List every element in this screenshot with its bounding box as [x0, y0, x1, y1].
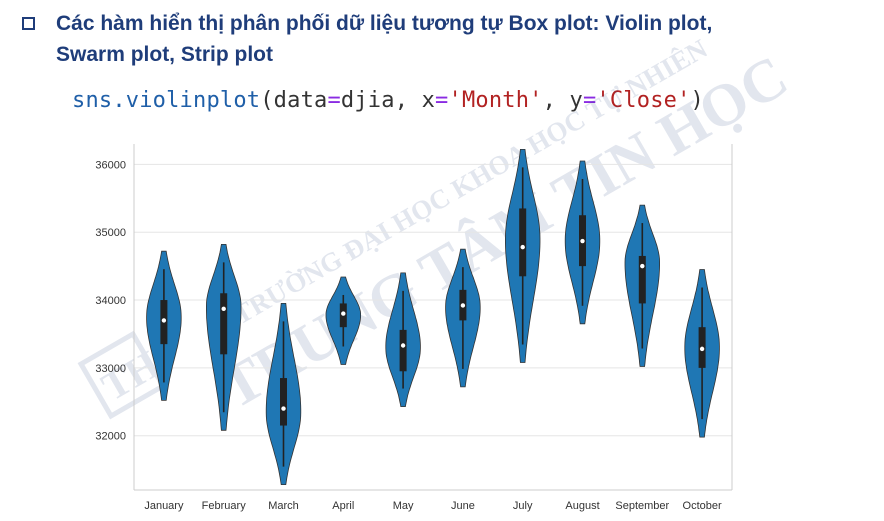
violin-median [161, 318, 167, 323]
code-string-close: 'Close' [596, 88, 691, 113]
violin-median [699, 346, 705, 352]
x-tick-label: June [451, 500, 475, 512]
y-tick-label: 36000 [95, 159, 126, 171]
section-heading: Các hàm hiển thị phân phối dữ liệu tương… [22, 8, 872, 70]
violin-median [640, 263, 645, 269]
code-close: ) [690, 88, 704, 113]
x-tick-label: October [683, 500, 722, 512]
code-open: (data [260, 88, 328, 113]
violin-median [460, 303, 466, 308]
x-tick-label: March [268, 500, 299, 512]
violin-box [638, 255, 646, 304]
code-snippet: sns.violinplot(data=djia, x='Month', y='… [72, 88, 704, 113]
violin-box [220, 293, 228, 355]
y-tick-label: 35000 [95, 227, 126, 239]
violin-box [280, 378, 287, 426]
violin-median [221, 306, 226, 312]
x-tick-label: April [332, 500, 354, 512]
violin-box [519, 208, 527, 277]
y-tick-label: 33000 [95, 363, 126, 375]
violin-median [520, 244, 525, 250]
checkbox-bullet-icon [22, 17, 35, 30]
x-tick-label: February [202, 500, 247, 512]
x-tick-label: August [565, 500, 599, 512]
x-tick-label: May [393, 500, 414, 512]
code-sep: , y [542, 88, 583, 113]
violin-median [400, 343, 406, 348]
code-function: sns.violinplot [72, 88, 261, 113]
y-tick-label: 34000 [95, 295, 126, 307]
x-tick-label: January [144, 500, 184, 512]
violin-median [281, 406, 286, 411]
violin-median [580, 238, 585, 244]
heading-line-1: Các hàm hiển thị phân phối dữ liệu tương… [56, 12, 713, 35]
plot-area: 32000 33000 34000 35000 36000 January February… [95, 144, 733, 512]
code-equals-1: = [327, 88, 341, 113]
x-tick-label: September [615, 500, 669, 512]
code-arg: djia, x [340, 88, 436, 113]
code-equals-3: = [582, 88, 597, 113]
violin-median [341, 311, 346, 316]
code-string-month: 'Month' [448, 88, 543, 113]
x-tick-label: July [513, 500, 533, 512]
violin-box [399, 329, 407, 372]
heading-line-2: Swarm plot, Strip plot [56, 43, 274, 66]
y-tick-label: 32000 [95, 431, 126, 443]
code-equals-2: = [435, 88, 449, 113]
